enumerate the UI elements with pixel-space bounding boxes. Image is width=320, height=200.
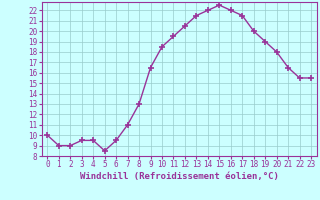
X-axis label: Windchill (Refroidissement éolien,°C): Windchill (Refroidissement éolien,°C) bbox=[80, 172, 279, 181]
